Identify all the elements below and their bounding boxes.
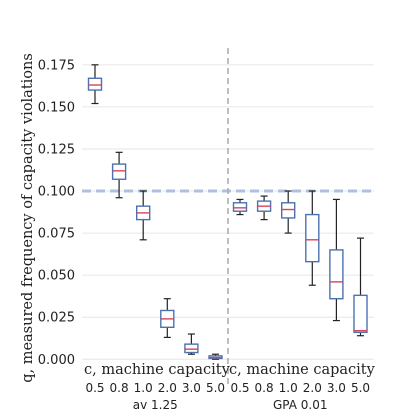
x-tick-label: 5.0 bbox=[206, 381, 225, 395]
x-tick-label: 0.8 bbox=[110, 381, 129, 395]
box-0.5 bbox=[232, 198, 248, 216]
box-5.0 bbox=[208, 353, 223, 360]
box-body bbox=[87, 77, 103, 91]
box-2.0 bbox=[160, 298, 175, 338]
box-body bbox=[232, 202, 248, 212]
x-tick-label: 1.0 bbox=[279, 381, 298, 395]
y-tick-label: 0.075 bbox=[38, 227, 75, 242]
box-3.0 bbox=[184, 333, 199, 355]
box-body bbox=[111, 163, 127, 180]
box-3.0 bbox=[329, 198, 344, 322]
box-body bbox=[353, 294, 368, 334]
box-body bbox=[329, 249, 344, 300]
y-tick-label: 0.150 bbox=[38, 100, 75, 115]
y-tick-label: 0.125 bbox=[38, 142, 75, 157]
box-0.8 bbox=[256, 195, 272, 221]
x-tick-label: 0.8 bbox=[255, 381, 274, 395]
x-tick-label: 0.5 bbox=[85, 381, 104, 395]
box-body bbox=[184, 343, 199, 354]
x-tick-label: 5.0 bbox=[351, 381, 370, 395]
x-tick-label: 3.0 bbox=[182, 381, 201, 395]
x-tick-label: 0.5 bbox=[230, 381, 249, 395]
box-2.0 bbox=[305, 190, 320, 286]
reference-layer bbox=[82, 48, 374, 384]
box-1.0 bbox=[135, 190, 151, 241]
y-tick-label: 0.100 bbox=[38, 185, 75, 200]
boxes bbox=[87, 64, 368, 360]
box-0.5 bbox=[87, 64, 103, 105]
group-label: av 1.25 bbox=[133, 398, 178, 412]
box-body bbox=[281, 202, 296, 219]
y-tick-label: 0.000 bbox=[38, 353, 75, 368]
x-tick-label: 2.0 bbox=[303, 381, 322, 395]
x-tick-label: 2.0 bbox=[158, 381, 177, 395]
y-tick-label: 0.025 bbox=[38, 311, 75, 326]
x-axis-label: c, machine capacity bbox=[229, 362, 376, 378]
x-axis-label: c, machine capacity bbox=[84, 362, 231, 378]
box-body bbox=[305, 213, 320, 263]
tick-labels: 0.000 0.025 0.050 0.075 0.100 0.125 0.150 0.175… bbox=[38, 58, 376, 412]
y-axis-label: q, measured frequency of capacity violat… bbox=[20, 53, 36, 383]
box-0.8 bbox=[111, 151, 127, 199]
y-tick-label: 0.175 bbox=[38, 58, 75, 73]
x-tick-label: 1.0 bbox=[134, 381, 153, 395]
y-tick-label: 0.050 bbox=[38, 269, 75, 284]
box-5.0 bbox=[353, 237, 368, 337]
x-tick-label: 3.0 bbox=[327, 381, 346, 395]
group-label: GPA 0.01 bbox=[273, 398, 328, 412]
box-1.0 bbox=[281, 190, 296, 234]
